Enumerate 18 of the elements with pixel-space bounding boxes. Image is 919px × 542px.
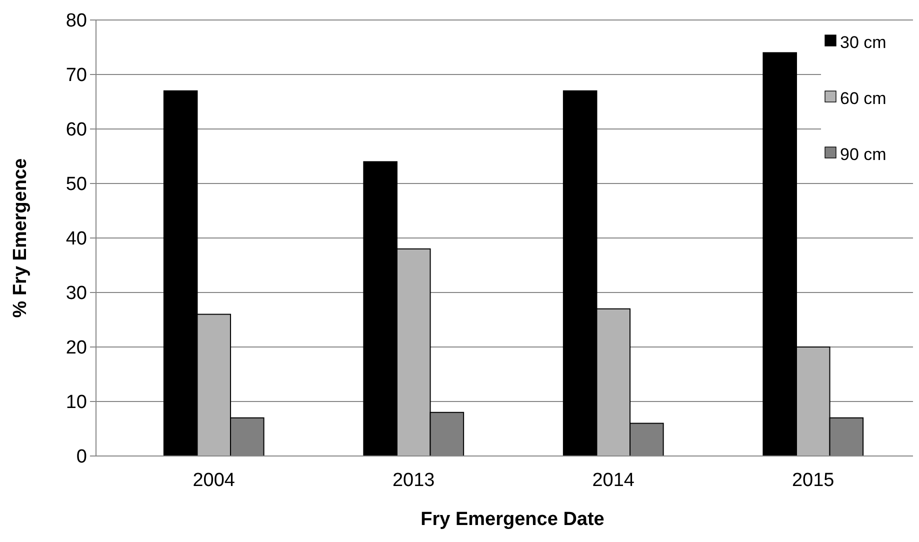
- x-tick-label: 2004: [192, 470, 236, 491]
- x-tick-label: 2015: [792, 470, 834, 491]
- y-tick-label: 70: [66, 65, 87, 86]
- y-tick-label: 40: [66, 228, 87, 250]
- y-tick-label: 50: [66, 174, 87, 196]
- y-tick-label: 10: [66, 392, 87, 414]
- x-axis-title: Fry Emergence Date: [420, 509, 604, 530]
- y-tick-label: 80: [66, 10, 87, 32]
- y-tick-label: 20: [66, 338, 87, 359]
- y-tick-label: 30: [66, 283, 87, 304]
- y-axis-title: % Fry Emergence: [10, 158, 31, 318]
- x-tick-label: 2014: [592, 470, 635, 491]
- x-tick-label: 2013: [392, 470, 435, 491]
- legend-label: 90 cm: [840, 144, 886, 164]
- legend-label: 60 cm: [840, 88, 886, 108]
- legend-label: 30 cm: [840, 32, 886, 52]
- y-tick-label: 0: [76, 446, 87, 468]
- y-tick-label: 60: [66, 120, 87, 141]
